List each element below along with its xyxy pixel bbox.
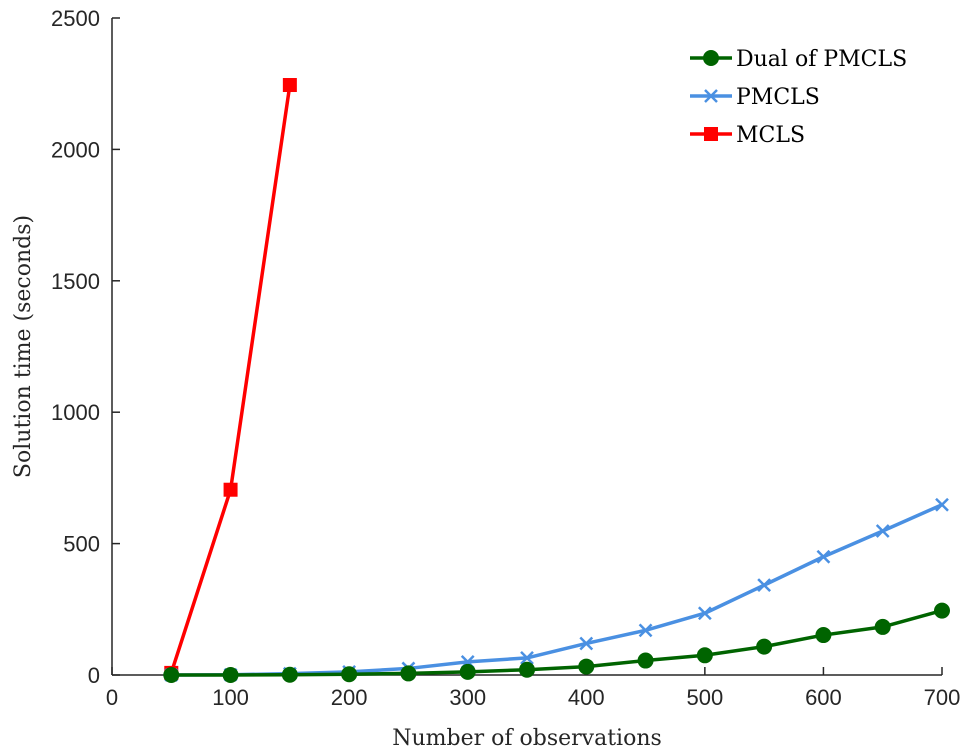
data-point-pmcls [520, 651, 534, 665]
series-line-pmcls [171, 503, 943, 677]
series-mcls [164, 78, 297, 680]
data-point-dual-of-pmcls [222, 667, 239, 683]
series-line-dual-of-pmcls [171, 608, 943, 677]
x-marker-stroke [757, 578, 772, 593]
data-point-dual-of-pmcls [756, 638, 773, 655]
y-tick-label: 2500 [51, 6, 100, 31]
x-marker-stroke [697, 606, 712, 621]
data-point-mcls [223, 482, 238, 497]
legend-item-mcls: MCLS [690, 123, 805, 148]
legend: Dual of PMCLS PMCLS MCLS [690, 47, 907, 148]
x-tick-label: 600 [805, 685, 842, 710]
data-point-dual-of-pmcls [874, 618, 891, 635]
x-tick-label: 400 [568, 685, 605, 710]
legend-label-dual-of-pmcls: Dual of PMCLS [736, 47, 907, 72]
y-tick-label: 500 [63, 532, 100, 557]
y-tick-label: 1500 [51, 269, 100, 294]
y-tick-label: 2000 [51, 137, 100, 162]
y-axis-label: Solution time (seconds) [11, 215, 36, 478]
x-tick-label: 500 [686, 685, 723, 710]
y-tick-label: 1000 [51, 400, 100, 425]
legend-marker-pmcls [704, 89, 718, 103]
x-marker-stroke [704, 89, 718, 103]
data-point-dual-of-pmcls [578, 658, 595, 675]
x-marker-stroke [816, 549, 831, 564]
data-point-dual-of-pmcls [519, 661, 535, 678]
series-line-mcls [169, 84, 292, 674]
data-point-pmcls [935, 497, 949, 512]
x-axis-label: Number of observations [392, 726, 662, 751]
data-point-dual-of-pmcls [637, 652, 654, 669]
legend-item-dual-of-pmcls: Dual of PMCLS [690, 47, 907, 72]
data-point-dual-of-pmcls [400, 665, 417, 682]
series-pmcls [164, 497, 949, 682]
data-point-pmcls [579, 636, 594, 651]
y-ticks: 0 500 1000 1500 2000 2500 [51, 6, 120, 688]
legend-label-pmcls: PMCLS [736, 85, 820, 110]
axes [111, 18, 942, 676]
data-point-dual-of-pmcls [281, 666, 298, 683]
x-marker-stroke [638, 623, 653, 638]
data-point-dual-of-pmcls [163, 667, 180, 683]
x-tick-label: 0 [106, 685, 118, 710]
legend-marker-dual-of-pmcls [703, 50, 719, 66]
x-tick-label: 300 [449, 685, 486, 710]
data-point-mcls [282, 78, 297, 93]
legend-item-pmcls: PMCLS [690, 85, 820, 110]
data-point-dual-of-pmcls [696, 647, 713, 664]
legend-marker-mcls [704, 127, 718, 141]
series-dual-of-pmcls [163, 602, 950, 683]
x-tick-label: 200 [331, 685, 368, 710]
x-marker-stroke [875, 524, 890, 538]
x-marker-stroke [520, 651, 534, 665]
data-point-pmcls [638, 623, 653, 638]
data-point-dual-of-pmcls [459, 663, 476, 680]
data-point-pmcls [875, 524, 890, 538]
data-point-pmcls [757, 578, 772, 593]
y-tick-label: 0 [88, 663, 100, 688]
x-tick-label: 100 [212, 685, 249, 710]
x-marker-stroke [935, 497, 949, 512]
data-point-pmcls [697, 606, 712, 621]
data-point-dual-of-pmcls [934, 602, 950, 619]
x-marker-stroke [579, 636, 594, 651]
data-point-pmcls [816, 549, 831, 564]
series-layer [163, 78, 950, 683]
x-ticks: 0 100 200 300 400 500 600 700 [106, 667, 960, 710]
data-point-dual-of-pmcls [341, 666, 358, 683]
legend-label-mcls: MCLS [736, 123, 805, 148]
x-tick-label: 700 [924, 685, 961, 710]
data-point-dual-of-pmcls [815, 627, 832, 644]
